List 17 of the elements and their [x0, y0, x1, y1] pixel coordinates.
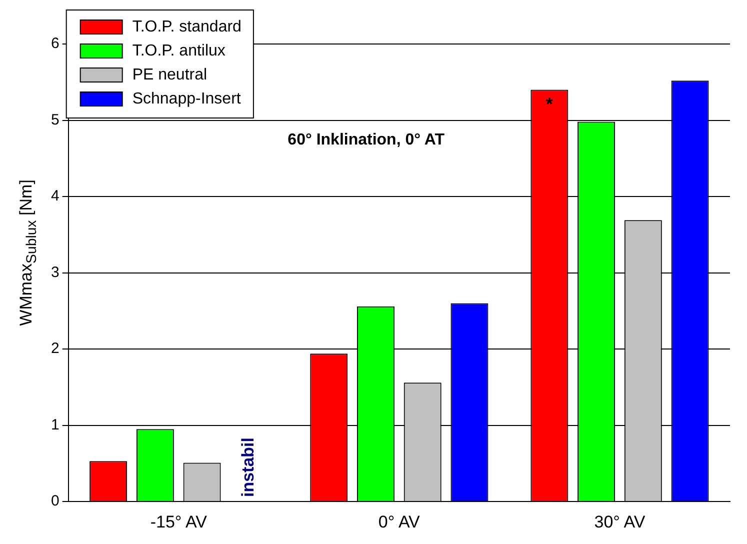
x-tick-label: 0° AV: [378, 512, 421, 532]
x-tick-label: 30° AV: [594, 512, 646, 532]
y-tick-label: 2: [51, 340, 60, 358]
y-tick-label: 0: [51, 492, 60, 510]
y-tick-label: 3: [51, 264, 60, 281]
annotation: instabil: [238, 438, 258, 498]
x-tick-label: -15° AV: [150, 512, 208, 532]
y-tick-label: 4: [51, 188, 60, 205]
annotation: 60° Inklination, 0° AT: [288, 132, 445, 148]
y-tick-label: 1: [51, 416, 60, 434]
legend-label: T.O.P. antilux: [132, 42, 226, 60]
legend-label: T.O.P. standard: [132, 18, 242, 36]
legend-label: PE neutral: [132, 66, 208, 84]
legend-label: Schnapp-Insert: [132, 90, 242, 108]
y-tick-label: 5: [51, 111, 60, 128]
annotation: *: [546, 94, 553, 114]
y-tick-label: 6: [51, 35, 60, 52]
